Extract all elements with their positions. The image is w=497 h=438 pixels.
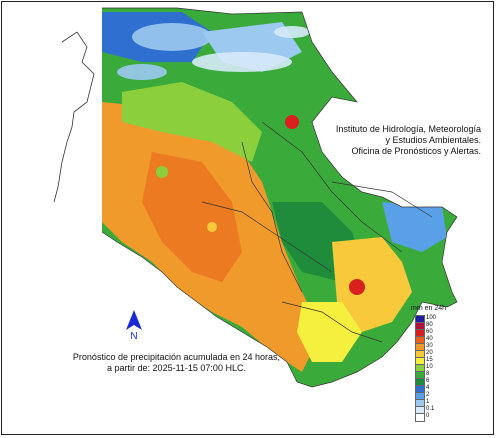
legend-label: 60 (426, 329, 433, 335)
legend-label: 8 (426, 371, 430, 377)
legend-label: 10 (426, 364, 433, 370)
legend-label: 15 (426, 357, 433, 363)
coastline-west (53, 31, 95, 203)
north-label: N (130, 331, 138, 342)
admin-borders (101, 7, 458, 388)
precipitation-map (53, 7, 458, 388)
legend-label: 4 (426, 385, 430, 391)
agency-line: y Estudios Ambientales. (385, 135, 481, 145)
north-arrow-icon (126, 310, 142, 330)
legend-label: 6 (426, 378, 430, 384)
agency-credit: Instituto de Hidrología, Meteorología y … (336, 124, 481, 157)
legend-label: 40 (426, 336, 433, 342)
legend-swatch (415, 413, 425, 422)
forecast-caption: Pronóstico de precipitación acumulada en… (54, 352, 299, 374)
legend-label: 0.1 (426, 406, 435, 412)
caption-line: a partir de: 2025-11-15 07:00 HLC. (107, 363, 246, 373)
legend-title: mm en 24h (411, 305, 447, 312)
north-arrow: N (122, 309, 146, 345)
legend-label: 1 (426, 399, 430, 405)
ocean-rain (117, 23, 310, 80)
color-legend: mm en 24h 100 80 60 40 30 20 15 10 8 6 4 2 1 0.1 0 (411, 305, 491, 425)
agency-line: Oficina de Pronósticos y Alertas. (351, 146, 481, 156)
legend-label: 2 (426, 392, 430, 398)
agency-line: Instituto de Hidrología, Meteorología (335, 124, 481, 134)
legend-label: 80 (426, 322, 433, 328)
legend-label: 20 (426, 350, 433, 356)
caption-line: Pronóstico de precipitación acumulada en… (72, 352, 281, 362)
legend-label: 0 (426, 413, 430, 419)
legend-label: 100 (426, 315, 437, 321)
legend-label: 30 (426, 343, 433, 349)
